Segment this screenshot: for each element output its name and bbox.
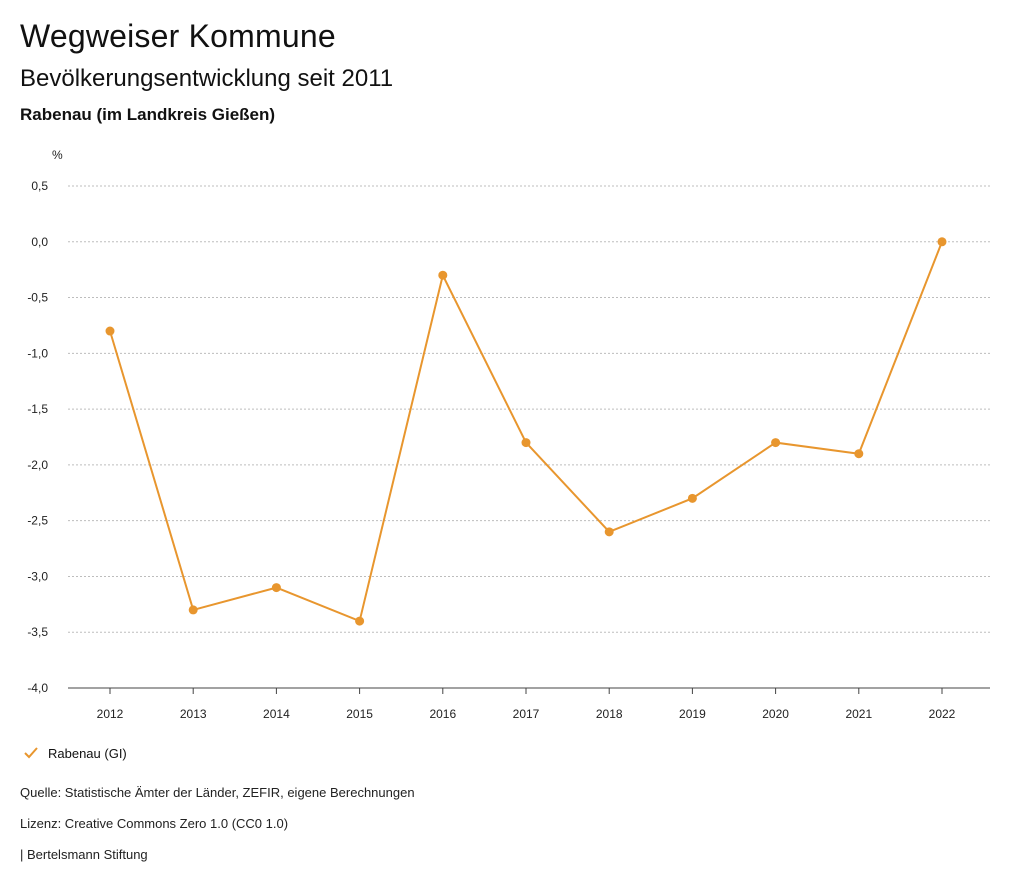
y-tick-label: 0,0	[31, 235, 48, 249]
page-title: Wegweiser Kommune	[20, 18, 336, 54]
y-tick-label: -0,5	[27, 291, 48, 305]
data-point	[687, 493, 697, 503]
brand-note: | Bertelsmann Stiftung	[20, 847, 148, 862]
legend-label: Rabenau (GI)	[48, 745, 127, 761]
x-tick-label: 2016	[429, 707, 456, 721]
x-tick-label: 2017	[513, 707, 540, 721]
chart-subtitle: Bevölkerungsentwicklung seit 2011	[20, 65, 394, 92]
checkmark-icon	[24, 747, 38, 759]
y-tick-label: -1,0	[27, 346, 48, 360]
x-tick-label: 2013	[180, 707, 207, 721]
series-line	[109, 241, 943, 623]
y-tick-label: -2,5	[27, 514, 48, 528]
data-point	[771, 438, 781, 448]
y-tick-label: -1,5	[27, 402, 48, 416]
data-point	[438, 270, 448, 280]
x-tick-label: 2018	[596, 707, 623, 721]
data-point	[937, 237, 947, 247]
x-tick-label: 2019	[679, 707, 706, 721]
legend-item-rabenau[interactable]: Rabenau (GI)	[22, 744, 127, 762]
y-tick-label: -3,0	[27, 569, 48, 583]
data-point	[355, 616, 365, 626]
source-note: Quelle: Statistische Ämter der Länder, Z…	[20, 785, 415, 800]
x-tick-label: 2021	[845, 707, 872, 721]
license-note: Lizenz: Creative Commons Zero 1.0 (CC0 1…	[20, 816, 289, 831]
data-point	[854, 449, 864, 459]
data-point	[521, 438, 531, 448]
x-tick-label: 2022	[929, 707, 956, 721]
y-tick-label: -2,0	[27, 458, 48, 472]
data-point	[604, 527, 614, 537]
data-point	[188, 605, 198, 615]
x-tick-label: 2014	[263, 707, 290, 721]
x-tick-label: 2015	[346, 707, 373, 721]
y-tick-label: -4,0	[27, 681, 48, 695]
y-tick-label: 0,5	[31, 179, 48, 193]
region-label: Rabenau (im Landkreis Gießen)	[20, 105, 276, 124]
y-tick-label: -3,5	[27, 625, 48, 639]
data-point	[105, 326, 115, 336]
x-tick-label: 2020	[762, 707, 789, 721]
y-axis-unit: %	[52, 148, 63, 162]
x-tick-label: 2012	[97, 707, 124, 721]
data-point	[271, 583, 281, 593]
